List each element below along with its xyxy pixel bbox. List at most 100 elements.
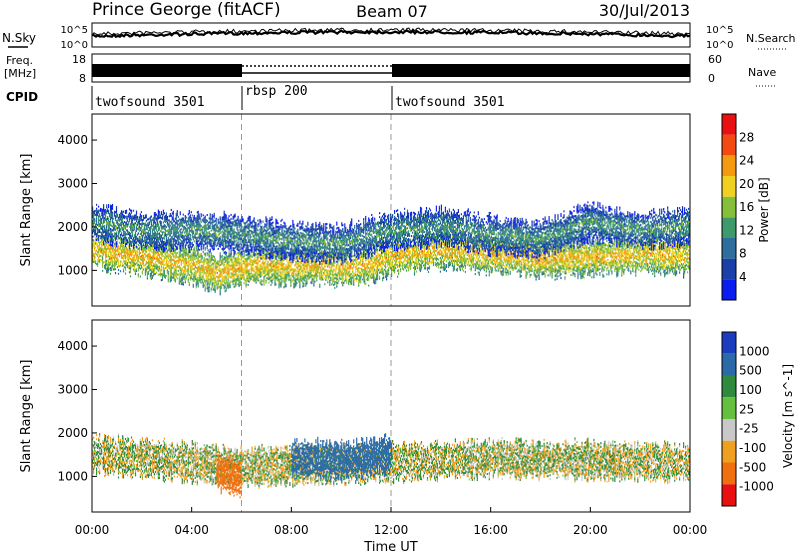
power-cell	[145, 270, 147, 273]
power-cell	[336, 266, 338, 268]
power-cell	[288, 267, 290, 270]
power-cell	[112, 241, 115, 244]
power-cell	[478, 273, 480, 276]
power-cell	[282, 255, 284, 258]
power-cell	[178, 276, 180, 279]
power-cell	[203, 272, 205, 275]
power-cell	[303, 263, 305, 266]
power-cell	[109, 253, 112, 256]
power-cell	[157, 269, 159, 272]
power-cell	[220, 281, 222, 284]
power-cell	[227, 276, 229, 279]
power-cell	[254, 257, 256, 260]
power-cell	[139, 257, 141, 260]
power-cell	[244, 271, 246, 274]
power-cell	[228, 253, 230, 256]
power-cell	[136, 260, 139, 263]
power-cell	[192, 252, 194, 255]
power-cell	[432, 262, 435, 265]
power-cell	[108, 263, 111, 266]
power-cell	[305, 274, 307, 277]
power-cell	[177, 273, 179, 276]
power-cell	[290, 279, 292, 282]
power-cell	[282, 259, 284, 262]
power-cell	[393, 257, 395, 260]
power-cell	[124, 262, 127, 265]
power-cell	[234, 269, 236, 272]
power-cell	[409, 252, 412, 255]
power-cell	[287, 261, 289, 264]
power-cell	[106, 269, 108, 272]
power-cell	[299, 266, 301, 269]
power-cell	[168, 267, 170, 270]
power-cell	[291, 262, 293, 265]
power-cell	[92, 254, 94, 257]
power-cell	[147, 255, 149, 258]
power-cell	[139, 244, 141, 247]
power-cell	[205, 272, 207, 275]
power-cell	[270, 264, 272, 267]
power-cell	[212, 272, 214, 275]
power-cell	[98, 250, 100, 253]
power-cell	[444, 250, 446, 253]
power-cell	[149, 245, 151, 248]
power-cell	[214, 259, 216, 262]
power-cell	[129, 251, 132, 254]
power-cell	[223, 269, 225, 272]
power-cell	[118, 255, 121, 258]
power-cell	[235, 274, 237, 277]
power-cell	[237, 255, 239, 258]
power-cell	[291, 255, 293, 257]
power-cell	[317, 265, 319, 268]
power-cell	[290, 263, 292, 266]
power-cell	[179, 278, 181, 281]
power-cell	[113, 264, 116, 267]
power-cell	[123, 246, 126, 249]
power-cell	[314, 263, 316, 265]
power-cell	[170, 271, 172, 274]
power-cell	[135, 252, 138, 255]
power-cell	[321, 270, 323, 273]
power-cell	[275, 275, 277, 278]
power-cell	[294, 281, 296, 284]
power-cell	[161, 263, 163, 266]
power-cell	[114, 256, 117, 259]
power-cell	[301, 270, 303, 272]
power-cell	[189, 276, 191, 279]
power-cell	[153, 265, 155, 268]
power-cell	[298, 270, 300, 273]
power-cell	[107, 242, 109, 244]
power-cell	[238, 283, 240, 286]
power-cell	[190, 261, 192, 264]
power-cell	[188, 260, 190, 263]
power-cell	[180, 281, 182, 284]
power-cell	[261, 254, 263, 257]
power-cell	[456, 256, 458, 258]
power-cell	[170, 277, 172, 280]
power-cell	[138, 251, 140, 253]
power-cell	[313, 263, 315, 266]
power-cell	[161, 259, 163, 262]
power-cell	[111, 248, 114, 251]
power-cell	[164, 247, 166, 250]
power-cell	[284, 283, 286, 286]
power-cell	[360, 260, 362, 262]
power-cell	[148, 247, 150, 250]
power-cell	[193, 262, 195, 265]
power-cell	[183, 269, 185, 272]
power-cell	[109, 255, 112, 258]
power-cell	[97, 235, 99, 238]
power-cell	[176, 259, 178, 262]
power-cell	[247, 270, 249, 273]
power-cell	[228, 286, 230, 289]
power-cell	[223, 265, 225, 268]
power-cell	[296, 282, 298, 285]
power-cell	[230, 276, 232, 279]
power-cell	[282, 257, 284, 260]
power-cell	[206, 260, 208, 263]
power-cell	[312, 276, 314, 279]
power-cell	[269, 265, 271, 268]
power-cell	[190, 277, 192, 280]
power-cell	[251, 273, 253, 276]
power-cell	[226, 273, 228, 276]
